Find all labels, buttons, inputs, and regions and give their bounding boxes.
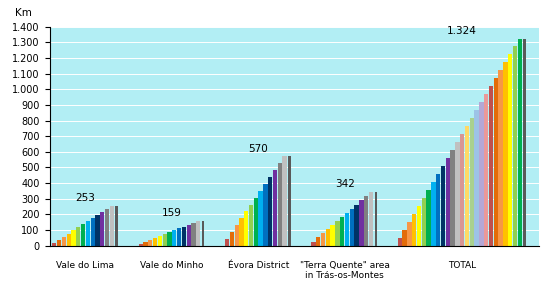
Bar xyxy=(524,38,526,246)
Bar xyxy=(489,86,493,246)
Bar xyxy=(336,221,339,246)
Bar xyxy=(162,234,167,246)
Bar xyxy=(144,242,147,246)
Bar xyxy=(139,244,143,246)
Bar xyxy=(403,230,407,246)
Bar xyxy=(263,184,268,246)
Bar xyxy=(470,118,474,246)
Bar xyxy=(513,46,517,246)
Bar xyxy=(331,225,335,246)
Bar xyxy=(177,229,182,246)
Bar xyxy=(446,158,450,246)
Bar xyxy=(283,157,287,246)
Bar xyxy=(494,78,498,246)
Text: Km: Km xyxy=(15,8,32,18)
Bar xyxy=(167,232,172,246)
Text: TOTAL: TOTAL xyxy=(448,260,476,270)
Bar xyxy=(62,237,66,246)
Bar xyxy=(479,102,483,246)
Bar xyxy=(258,191,263,246)
Bar xyxy=(475,110,478,246)
Bar xyxy=(316,237,321,246)
Bar xyxy=(398,238,402,246)
Bar xyxy=(518,38,522,246)
Text: Vale do Minho: Vale do Minho xyxy=(140,260,204,270)
Bar xyxy=(364,196,368,246)
Bar xyxy=(350,209,354,246)
Bar xyxy=(321,233,325,246)
Bar xyxy=(110,206,114,246)
Bar xyxy=(81,224,85,246)
Text: 1.324: 1.324 xyxy=(447,26,477,36)
Bar xyxy=(191,223,196,246)
Bar xyxy=(460,134,464,246)
Bar xyxy=(268,177,272,246)
Bar xyxy=(412,214,416,246)
Bar xyxy=(288,157,290,246)
Bar xyxy=(116,206,118,246)
Bar xyxy=(436,174,441,246)
Text: "Terra Quente" area
in Trás-os-Montes: "Terra Quente" area in Trás-os-Montes xyxy=(300,260,389,280)
Text: Vale do Lima: Vale do Lima xyxy=(57,260,114,270)
Bar xyxy=(422,198,426,246)
Bar xyxy=(455,142,460,246)
Bar xyxy=(311,242,316,246)
Text: 570: 570 xyxy=(249,144,268,154)
Bar xyxy=(407,222,411,246)
Bar xyxy=(91,218,95,246)
Bar xyxy=(465,126,469,246)
Bar xyxy=(148,240,152,246)
Bar xyxy=(345,213,349,246)
Bar xyxy=(100,212,104,246)
Text: 342: 342 xyxy=(335,179,355,189)
Bar xyxy=(76,227,80,246)
Bar xyxy=(450,150,455,246)
Bar xyxy=(355,205,359,246)
Text: Évora District: Évora District xyxy=(228,260,289,270)
Bar xyxy=(52,243,57,246)
Bar xyxy=(182,226,186,246)
Bar xyxy=(202,221,204,246)
Bar xyxy=(503,62,508,246)
Bar xyxy=(340,217,344,246)
Bar xyxy=(186,225,191,246)
Bar xyxy=(498,70,503,246)
Bar xyxy=(417,206,421,246)
Bar xyxy=(105,209,109,246)
Bar xyxy=(95,215,100,246)
Bar xyxy=(172,230,177,246)
Bar xyxy=(369,192,373,246)
Bar xyxy=(278,163,282,246)
Bar xyxy=(67,234,71,246)
Bar xyxy=(230,232,234,246)
Bar xyxy=(508,54,513,246)
Text: 159: 159 xyxy=(162,208,182,218)
Bar xyxy=(86,221,90,246)
Bar xyxy=(225,239,229,246)
Bar xyxy=(431,182,436,246)
Bar xyxy=(196,221,200,246)
Text: 253: 253 xyxy=(75,193,96,203)
Bar xyxy=(244,211,249,246)
Bar xyxy=(249,205,253,246)
Bar xyxy=(72,231,76,246)
Bar xyxy=(57,239,61,246)
Bar xyxy=(375,192,377,246)
Bar xyxy=(234,225,239,246)
Bar xyxy=(273,170,277,246)
Bar xyxy=(326,229,330,246)
Bar xyxy=(484,94,488,246)
Bar xyxy=(359,200,364,246)
Bar xyxy=(239,218,244,246)
Bar xyxy=(254,198,258,246)
Bar xyxy=(426,190,431,246)
Bar xyxy=(153,238,157,246)
Bar xyxy=(158,236,162,246)
Bar xyxy=(441,166,445,246)
